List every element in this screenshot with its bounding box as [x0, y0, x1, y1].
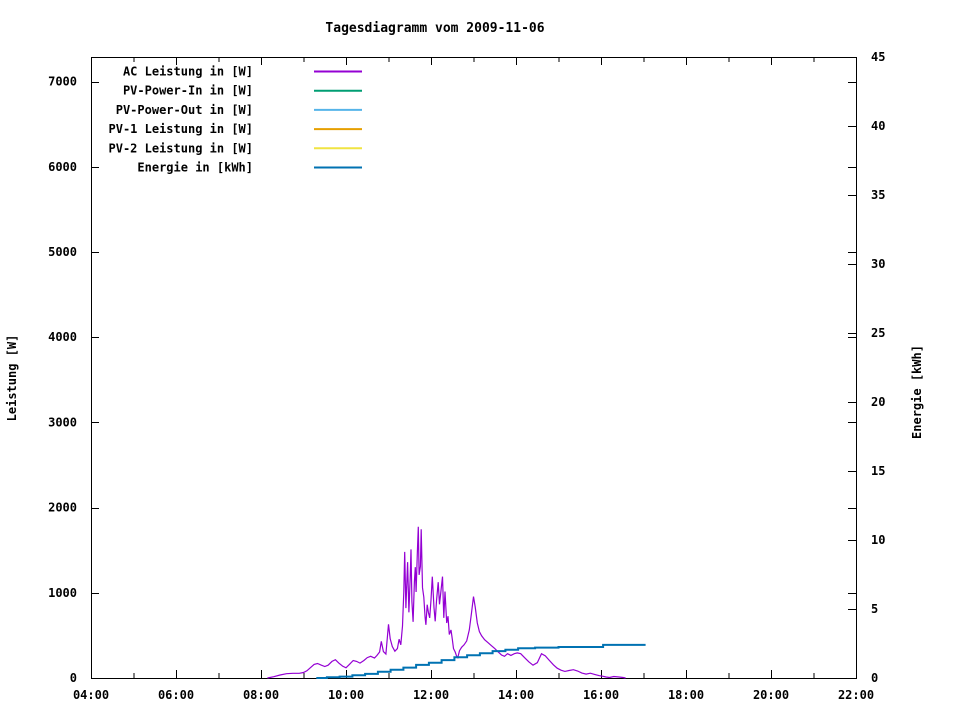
x-tick-label: 08:00	[243, 688, 279, 702]
y1-tick-label: 4000	[48, 330, 77, 344]
y2-axis-label: Energie [kWh]	[910, 345, 924, 439]
y2-tick-label: 15	[871, 464, 885, 478]
x-tick-label: 04:00	[73, 688, 109, 702]
y2-tick-label: 5	[871, 602, 878, 616]
legend-label: PV-2 Leistung in [W]	[109, 141, 254, 155]
y1-tick-label: 7000	[48, 75, 77, 89]
x-tick-label: 12:00	[413, 688, 449, 702]
legend-label: PV-Power-In in [W]	[123, 84, 253, 98]
y1-tick-label: 2000	[48, 501, 77, 515]
legend-label: AC Leistung in [W]	[123, 65, 253, 79]
data-series	[267, 526, 646, 679]
y1-tick-label: 1000	[48, 586, 77, 600]
x-tick-label: 10:00	[328, 688, 364, 702]
series-energie	[316, 643, 646, 679]
legend-label: PV-1 Leistung in [W]	[109, 122, 254, 136]
y2-tick-label: 0	[871, 671, 878, 685]
x-tick-label: 16:00	[583, 688, 619, 702]
legend-label: PV-Power-Out in [W]	[116, 103, 253, 117]
x-tick-label: 14:00	[498, 688, 534, 702]
y2-tick-label: 45	[871, 50, 885, 64]
axis-tick-labels: 04:00 06:00 08:00 10:00 12:00 14:00 16:00 18:00…	[48, 50, 885, 702]
x-tick-label: 20:00	[753, 688, 789, 702]
x-tick-label: 18:00	[668, 688, 704, 702]
y2-tick-label: 20	[871, 395, 885, 409]
y2-tick-label: 25	[871, 326, 885, 340]
legend-item: PV-2 Leistung in [W]	[109, 141, 362, 155]
y-axis-label: Leistung [W]	[5, 335, 19, 422]
chart-title: Tagesdiagramm vom 2009-11-06	[325, 21, 544, 36]
y1-tick-label: 6000	[48, 160, 77, 174]
y2-tick-label: 30	[871, 257, 885, 271]
y2-tick-label: 40	[871, 119, 885, 133]
legend-item: Energie in [kWh]	[137, 161, 362, 175]
x-tick-label: 22:00	[838, 688, 874, 702]
legend-item: PV-Power-Out in [W]	[116, 103, 362, 117]
y2-tick-label: 35	[871, 188, 885, 202]
series-ac-leistung	[267, 526, 626, 679]
legend-item: PV-1 Leistung in [W]	[109, 122, 362, 136]
legend-item: PV-Power-In in [W]	[123, 84, 362, 98]
axis-ticks	[91, 57, 857, 679]
legend-item: AC Leistung in [W]	[123, 65, 362, 79]
chart-legend: AC Leistung in [W] PV-Power-In in [W] PV-P…	[109, 65, 362, 175]
y2-tick-label: 10	[871, 533, 885, 547]
y1-tick-label: 3000	[48, 415, 77, 429]
legend-label: Energie in [kWh]	[137, 161, 253, 175]
x-tick-label: 06:00	[158, 688, 194, 702]
y1-tick-label: 5000	[48, 245, 77, 259]
y1-tick-label: 0	[70, 671, 77, 685]
